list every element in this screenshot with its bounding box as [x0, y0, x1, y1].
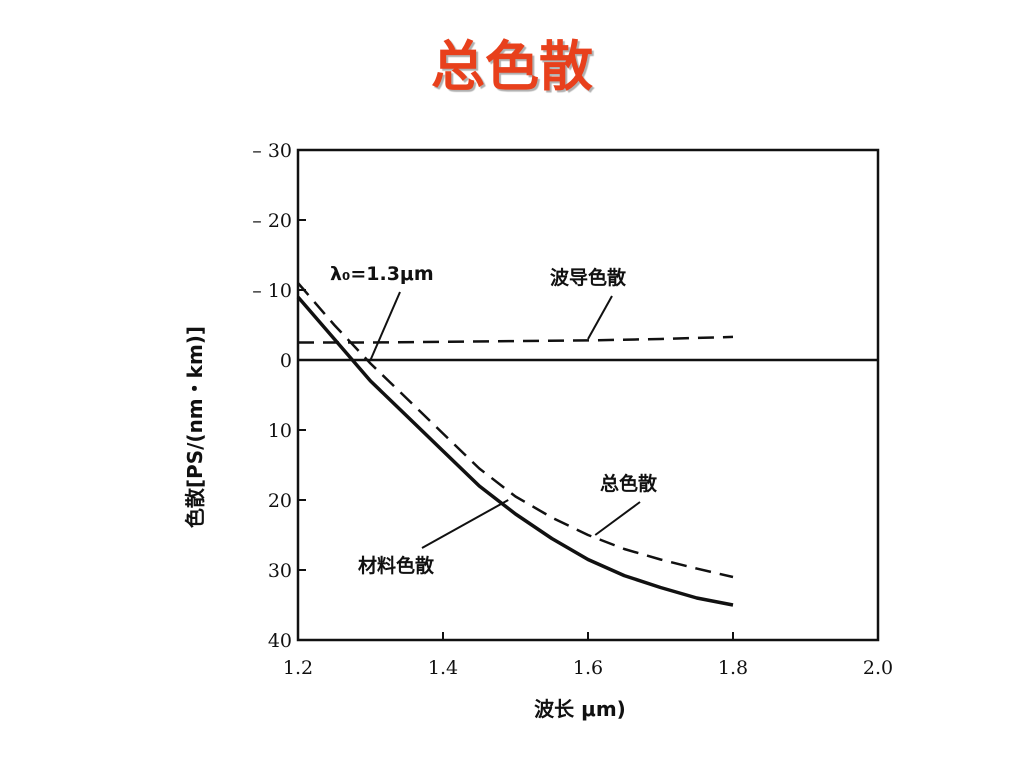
y-tick-label: 20 — [268, 490, 292, 512]
slide-title: 总色散 — [431, 35, 593, 98]
annotation-label: 总色散 — [600, 472, 657, 495]
series-line-波导色散 — [298, 335, 734, 344]
y-tick-label: 40 — [268, 630, 292, 652]
y-tick-label: 30 — [268, 560, 292, 582]
y-tick-label: 0 — [280, 350, 292, 372]
y-tick-label: – 20 — [252, 210, 292, 232]
x-axis-title: 波长 μm) — [534, 697, 626, 721]
series-lines — [296, 282, 878, 607]
series-line-总色散 — [297, 282, 734, 579]
x-tick-label: 1.2 — [283, 657, 313, 679]
x-tick-label: 1.6 — [573, 657, 603, 679]
x-axis-ticks: 1.2 1.4 1.6 1.8 2.0 — [283, 632, 893, 679]
x-tick-label: 2.0 — [863, 657, 893, 679]
x-tick-label: 1.8 — [718, 657, 748, 679]
y-axis-title: 色散[PS/(nm・km)] — [183, 326, 207, 528]
x-tick-label: 1.4 — [428, 657, 458, 679]
annotation-leader — [369, 291, 401, 361]
annotation-leader — [594, 501, 641, 536]
annotation-label: 波导色散 — [550, 266, 626, 289]
annotation-label: 材料色散 — [358, 554, 434, 577]
y-tick-label: – 30 — [252, 140, 292, 162]
annotation-label: λ₀=1.3μm — [330, 263, 434, 285]
annotation-leader — [421, 499, 509, 549]
y-tick-label: 10 — [268, 420, 292, 442]
y-tick-label: – 10 — [252, 280, 292, 302]
series-line-材料色散 — [296, 295, 734, 607]
annotation-leader — [587, 295, 613, 340]
